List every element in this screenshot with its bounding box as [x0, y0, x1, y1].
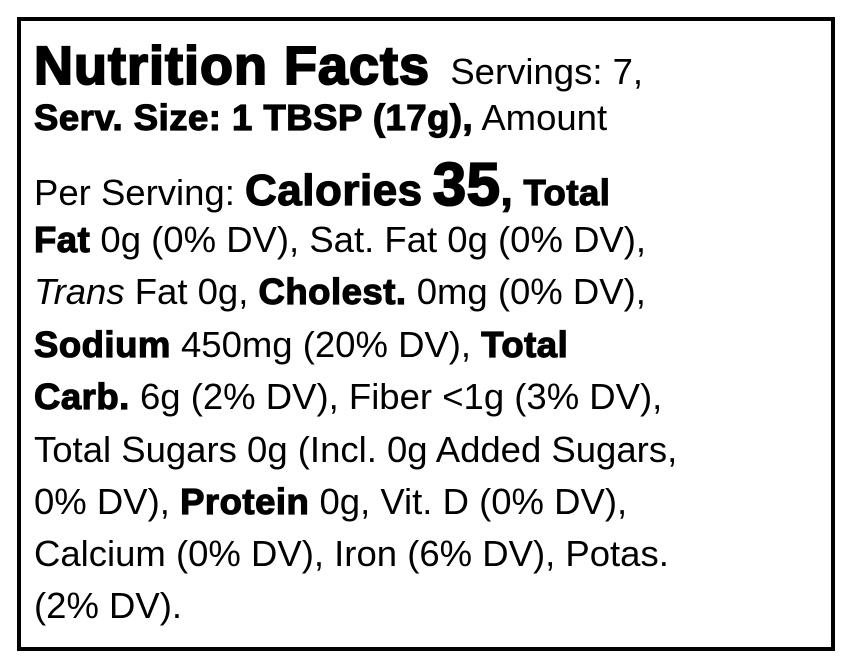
title: Nutrition Facts [33, 35, 431, 97]
text: Total [523, 171, 611, 213]
line: Per Serving: Calories 35, Total [34, 151, 611, 226]
text: Trans [34, 271, 125, 312]
text: Cholest. [258, 270, 407, 312]
line: Calcium (0% DV), Iron (6% DV), Potas. [34, 528, 669, 580]
text: 0g, Vit. D (0% DV), [319, 481, 628, 522]
text: Total [481, 323, 569, 365]
line: Trans Fat 0g, Cholest. 0mg (0% DV), [34, 266, 646, 318]
text: , [500, 165, 514, 215]
text: Serv. Size: 1 TBSP (17g), [33, 96, 474, 138]
text: Amount [481, 97, 608, 138]
line: (2% DV). [34, 580, 182, 632]
line: Sodium 450mg (20% DV), Total [33, 319, 569, 371]
text: Protein [179, 480, 310, 522]
text: Servings: 7, [450, 51, 644, 92]
line: Total Sugars 0g (Incl. 0g Added Sugars, [34, 424, 677, 476]
text: Per Serving: [34, 172, 235, 213]
calories-value: 35 [432, 151, 501, 219]
text: 0g (0% DV), Sat. Fat 0g (0% DV), [100, 219, 647, 260]
label-border [17, 17, 835, 651]
text: (2% DV). [34, 585, 183, 626]
text: 0mg (0% DV), [416, 271, 646, 312]
text: 6g (2% DV), Fiber <1g (3% DV), [139, 376, 663, 417]
text: Calories [244, 165, 423, 215]
text: Total Sugars 0g (Incl. 0g Added Sugars, [34, 429, 678, 470]
line: Serv. Size: 1 TBSP (17g), Amount [33, 92, 608, 144]
text: Sodium [33, 323, 171, 365]
line: Fat 0g (0% DV), Sat. Fat 0g (0% DV), [33, 214, 647, 266]
text: 0% DV), [34, 481, 170, 522]
text: 450mg (20% DV), [180, 324, 472, 365]
text: Fat [33, 218, 91, 260]
line: 0% DV), Protein 0g, Vit. D (0% DV), [34, 476, 627, 528]
line: Carb. 6g (2% DV), Fiber <1g (3% DV), [33, 371, 663, 423]
text: Carb. [33, 375, 130, 417]
text: Calcium (0% DV), Iron (6% DV), Potas. [34, 533, 669, 574]
text: Fat 0g, [134, 271, 249, 312]
line: Nutrition Facts Servings: 7, [33, 35, 644, 102]
